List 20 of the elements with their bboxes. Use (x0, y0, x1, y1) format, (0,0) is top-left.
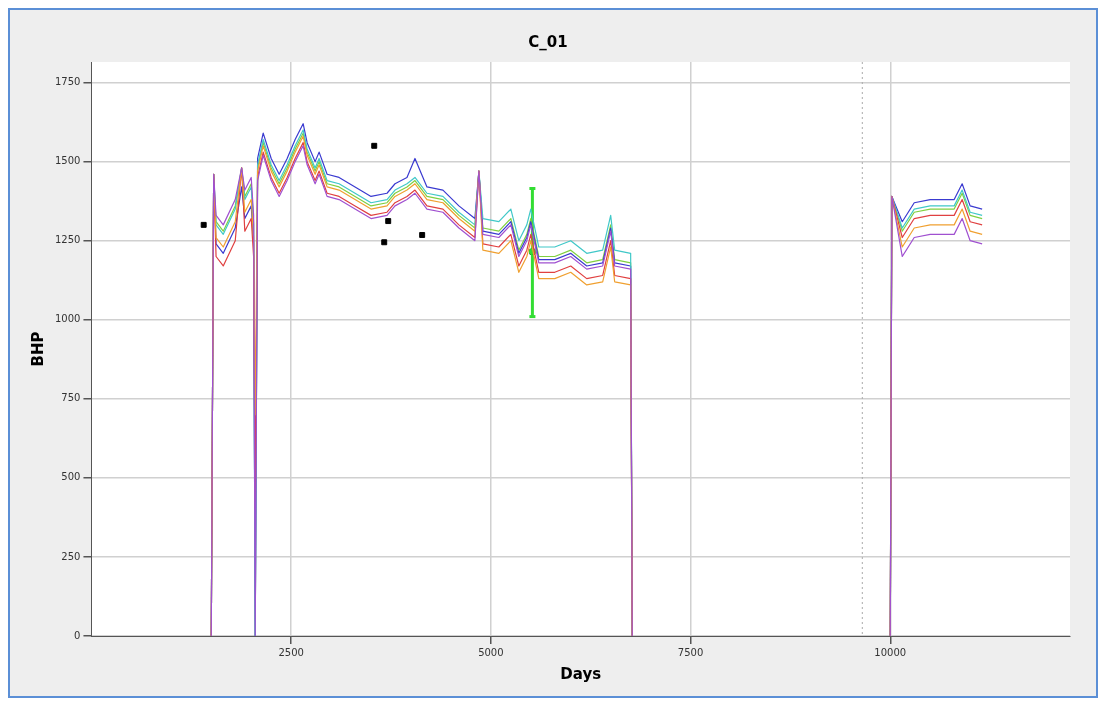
point (371, 142, 378, 149)
point (385, 218, 392, 225)
y-tick-label: 1500 (55, 155, 81, 167)
chart-title: C_01 (528, 32, 568, 51)
x-tick-label: 5000 (478, 646, 504, 658)
point (200, 221, 207, 228)
y-tick-label: 0 (74, 629, 81, 641)
x-tick-label: 2500 (278, 646, 304, 658)
y-tick-label: 500 (61, 471, 81, 483)
y-tick-label: 1750 (55, 76, 81, 88)
x-axis-title: Days (560, 664, 602, 683)
x-tick-label: 7500 (677, 646, 704, 658)
y-axis-title: BHP (28, 331, 47, 367)
point (419, 232, 426, 238)
point (381, 239, 388, 246)
y-tick-label: 1250 (55, 234, 81, 246)
y-tick-label: 750 (61, 392, 81, 404)
y-tick-label: 250 (61, 550, 81, 562)
x-tick-label: 10000 (874, 646, 907, 658)
y-tick-label: 1000 (55, 313, 81, 325)
